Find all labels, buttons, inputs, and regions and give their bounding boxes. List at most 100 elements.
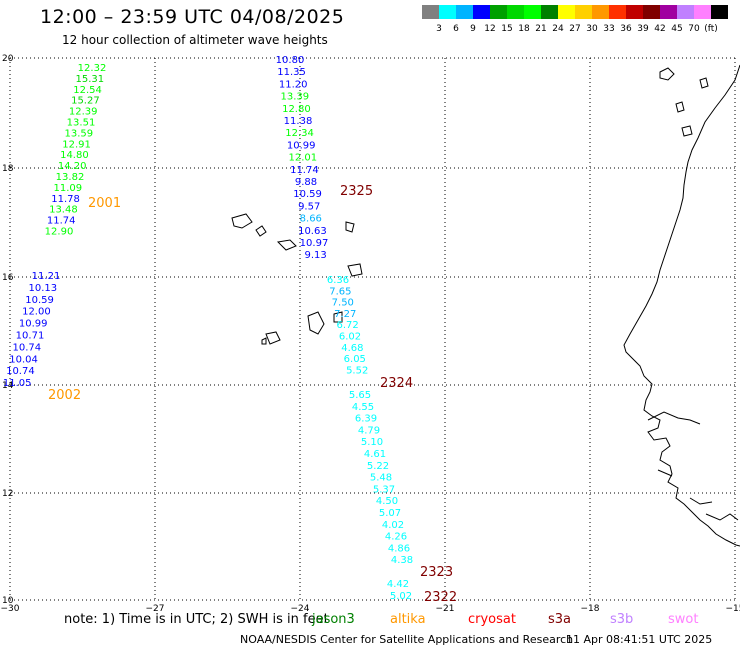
scale-swatch <box>677 5 694 19</box>
note-text: note: 1) Time is in UTC; 2) SWH is in fe… <box>64 612 329 627</box>
canary-island <box>699 77 709 89</box>
mission-jason3: jason3 <box>312 612 355 627</box>
wave-height-value: 4.79 <box>358 425 380 436</box>
wave-height-value: 13.48 <box>49 205 78 216</box>
scale-label: 70 <box>688 24 700 34</box>
wave-height-value: 8.66 <box>300 214 322 225</box>
wave-height-value: 10.63 <box>298 226 327 237</box>
lat-lon-grid <box>9 57 736 601</box>
wave-height-value: 10.59 <box>293 189 322 200</box>
wave-height-value: 12.90 <box>45 227 74 238</box>
scale-label: (ft) <box>704 24 718 34</box>
map-subtitle: 12 hour collection of altimeter wave hei… <box>62 33 328 47</box>
lat-tick-label: 10 <box>2 596 14 606</box>
wave-height-value: 11.74 <box>290 165 319 176</box>
lon-tick-label: −21 <box>436 604 455 612</box>
pass-id-label: 2001 <box>88 196 121 211</box>
wave-height-map: −30 −27 −24 −21 −18 −15 20 18 16 14 12 10 12.3215.3… <box>1 54 740 612</box>
scale-swatch <box>660 5 677 19</box>
mission-cryosat: cryosat <box>468 612 516 627</box>
wave-height-value: 10.13 <box>28 283 57 294</box>
wave-height-value: 11.74 <box>47 216 76 227</box>
wave-height-value: 15.31 <box>75 74 104 85</box>
scale-label: 27 <box>569 24 580 34</box>
pass-id-label: 2325 <box>340 184 373 199</box>
wave-height-value: 10.97 <box>300 238 329 249</box>
wave-height-value: 5.10 <box>361 437 383 448</box>
scale-label: 15 <box>501 24 512 34</box>
wave-height-value: 4.68 <box>341 343 363 354</box>
scale-label: 36 <box>620 24 632 34</box>
canary-island <box>675 101 685 113</box>
wave-height-value: 5.48 <box>370 473 392 484</box>
wave-height-value: 13.51 <box>67 118 96 129</box>
cape-verde-island <box>231 213 253 229</box>
coastline <box>231 64 740 547</box>
scale-swatch <box>541 5 558 19</box>
wave-height-value: 11.21 <box>32 271 61 282</box>
wave-height-value: 10.59 <box>25 295 54 306</box>
cape-verde-island <box>255 225 267 237</box>
wave-height-value: 4.02 <box>382 520 404 531</box>
wave-height-value: 14.80 <box>60 150 89 161</box>
mission-s3a: s3a <box>548 612 572 627</box>
wave-height-value: 10.99 <box>287 140 316 151</box>
scale-swatch <box>473 5 490 19</box>
wave-height-value: 9.88 <box>295 177 317 188</box>
wave-height-value: 11.09 <box>53 183 82 194</box>
wave-height-value: 7.50 <box>332 298 354 309</box>
wave-height-value: 5.37 <box>373 484 395 495</box>
scale-swatch <box>524 5 541 19</box>
africa-coastline <box>623 64 740 547</box>
wave-height-value: 11.38 <box>284 116 313 127</box>
scale-label: 12 <box>484 24 495 34</box>
canary-island <box>681 125 693 137</box>
lat-tick-label: 18 <box>2 164 14 174</box>
wave-height-value: 12.01 <box>288 153 317 164</box>
mission-s3b: s3b <box>610 612 634 627</box>
cape-verde-island <box>333 311 343 323</box>
wave-height-value: 12.34 <box>285 128 314 139</box>
canary-island <box>659 67 675 81</box>
cape-verde-island <box>276 239 297 251</box>
wave-height-value: 9.13 <box>304 250 326 261</box>
map-title: 12:00 – 23:59 UTC 04/08/2025 <box>40 6 345 28</box>
wave-height-value: 7.27 <box>334 309 356 320</box>
color-scale-legend: 3 6 9 12 15 18 21 24 27 30 33 36 39 42 45 70 (ft) <box>422 5 728 34</box>
wave-height-value: 5.07 <box>379 508 401 519</box>
wave-height-value: 11.05 <box>3 378 32 389</box>
axis-labels: −30 −27 −24 −21 −18 −15 20 18 16 14 12 10 <box>1 54 740 612</box>
coastline-detail <box>647 411 739 521</box>
wave-height-value: 5.22 <box>367 461 389 472</box>
wave-height-value: 6.36 <box>327 275 349 286</box>
scale-label: 33 <box>603 24 614 34</box>
cape-verde-island <box>347 263 363 277</box>
scale-label: 6 <box>453 24 459 34</box>
wave-height-value: 9.57 <box>298 201 320 212</box>
lon-tick-label: −15 <box>726 604 740 612</box>
cape-verde-island <box>265 331 281 345</box>
pass-id-label: 2324 <box>380 376 413 391</box>
mission-altika: altika <box>390 612 426 627</box>
scale-swatch <box>592 5 609 19</box>
scale-swatch <box>439 5 456 19</box>
scale-label: 42 <box>654 24 665 34</box>
wave-height-value: 13.39 <box>280 92 309 103</box>
wave-height-value: 4.26 <box>385 532 407 543</box>
wave-height-value: 10.99 <box>19 319 48 330</box>
lon-tick-label: −18 <box>581 604 600 612</box>
wave-height-value: 12.54 <box>73 85 102 96</box>
timestamp-text: 11 Apr 08:41:51 UTC 2025 <box>566 633 713 646</box>
wave-height-value: 11.35 <box>277 67 306 78</box>
scale-swatch <box>507 5 524 19</box>
lat-tick-label: 20 <box>2 54 14 64</box>
wave-height-value: 12.91 <box>62 139 91 150</box>
credit-text: NOAA/NESDIS Center for Satellite Applica… <box>240 633 574 646</box>
wave-height-value: 12.39 <box>69 107 98 118</box>
cape-verde-island <box>261 337 267 345</box>
wave-height-value: 10.74 <box>12 342 41 353</box>
lat-tick-label: 12 <box>2 489 13 499</box>
lon-tick-label: −24 <box>291 604 310 612</box>
scale-swatch <box>490 5 507 19</box>
wave-height-value: 10.80 <box>276 55 305 66</box>
